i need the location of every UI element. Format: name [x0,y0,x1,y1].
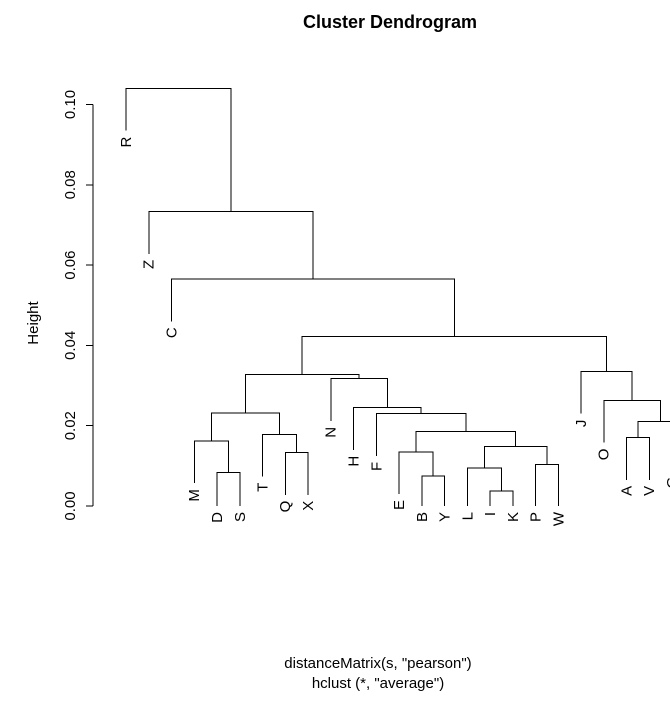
merge-link-6 [421,475,445,506]
leaf-label-W: W [550,511,567,526]
leaf-label-Z: Z [141,260,158,269]
leaf-label-V: V [641,486,658,496]
leaf-label-C: C [164,327,181,338]
merge-link-21 [580,370,633,414]
leaf-label-Y: Y [437,512,454,522]
leaf-label-G: G [664,477,670,489]
leaf-label-R: R [118,136,135,147]
leaf-label-F: F [368,462,385,471]
merge-link-1 [216,472,241,506]
merge-link-3 [284,452,309,495]
merge-link-23 [171,278,455,337]
merge-link-2 [193,440,229,484]
merge-link-8 [489,490,514,506]
leaf-labels: RZCMDSTQXNHFEBYLIKPWJOAVGU [118,136,670,526]
merge-link-16 [244,373,360,413]
merge-link-7 [398,451,434,494]
leaf-label-B: B [414,512,431,522]
merge-link-18 [626,437,650,480]
y-axis: 0.00 0.02 0.04 0.06 0.08 0.10 [62,90,94,521]
y-tick-label: 0.00 [62,491,79,520]
merge-link-25 [125,87,232,212]
chart-title: Cluster Dendrogram [303,12,477,32]
leaf-label-I: I [482,512,499,516]
x-axis-label: distanceMatrix(s, "pearson") [284,655,471,672]
leaf-label-A: A [619,486,636,496]
merge-link-13 [375,413,467,456]
merge-link-19 [637,421,670,438]
dendrogram-tree [125,87,670,506]
merge-link-4 [262,434,298,477]
merge-link-24 [148,211,314,280]
y-axis-label: Height [25,300,42,344]
leaf-label-L: L [459,512,476,520]
merge-link-15 [330,378,388,421]
leaf-label-M: M [186,489,203,502]
leaf-label-X: X [300,501,317,511]
leaf-label-N: N [323,427,340,438]
leaf-label-P: P [528,512,545,522]
merge-link-5 [210,412,281,441]
leaf-label-S: S [232,512,249,522]
leaf-label-J: J [573,420,590,428]
leaf-label-H: H [346,456,363,467]
y-tick-label: 0.04 [62,331,79,360]
y-tick-label: 0.06 [62,250,79,279]
leaf-label-E: E [391,500,408,510]
y-tick-label: 0.10 [62,90,79,119]
leaf-label-D: D [209,512,226,523]
leaf-label-Q: Q [277,501,294,513]
leaf-label-K: K [505,512,522,522]
merge-link-22 [301,336,608,375]
subtitle: hclust (*, "average") [312,675,444,692]
merge-link-14 [353,407,422,450]
leaf-label-T: T [255,483,272,492]
leaf-label-O: O [596,449,613,461]
merge-link-10 [535,464,559,506]
y-tick-label: 0.02 [62,411,79,440]
merge-link-12 [415,431,517,452]
y-tick-label: 0.08 [62,170,79,199]
merge-link-9 [466,467,502,506]
